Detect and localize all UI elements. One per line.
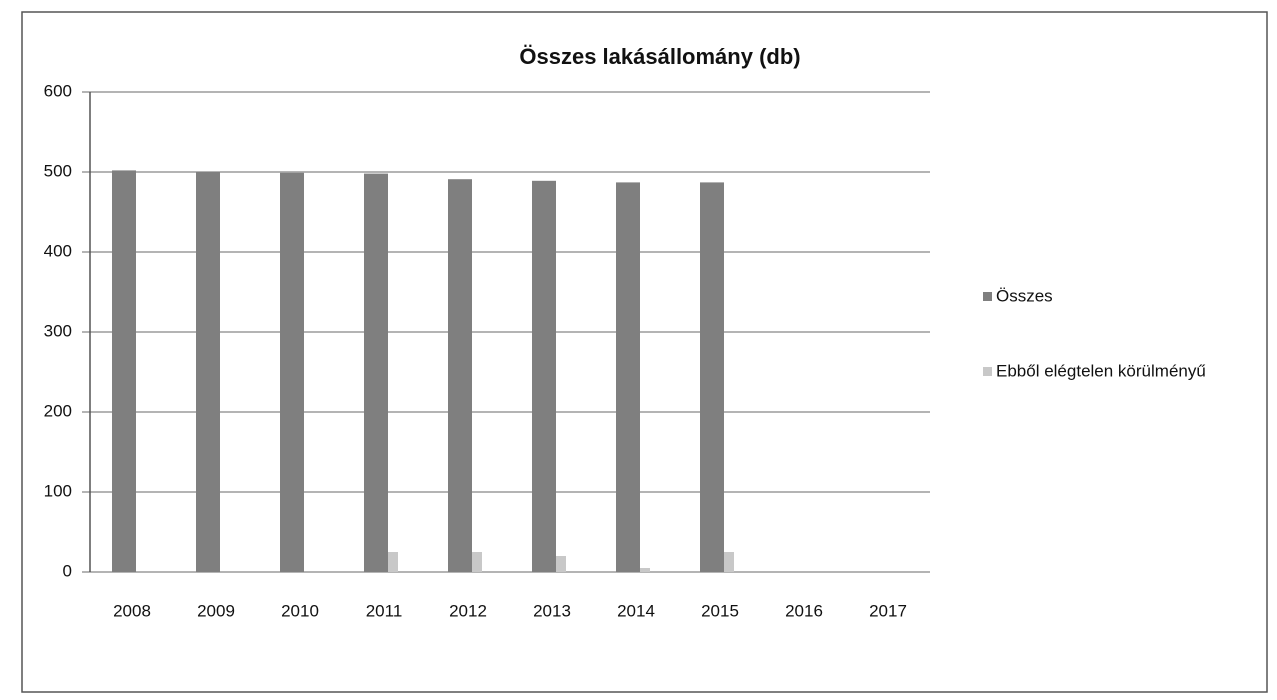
legend-label: Ebből elégtelen körülményű xyxy=(996,361,1206,380)
bar xyxy=(700,182,724,572)
bar xyxy=(532,180,556,573)
y-tick-label: 400 xyxy=(44,241,72,260)
legend-swatch xyxy=(983,367,992,376)
bar xyxy=(364,173,388,572)
legend-label: Összes xyxy=(996,286,1053,305)
x-tick-label: 2013 xyxy=(533,601,571,620)
y-tick-label: 200 xyxy=(44,401,72,420)
y-tick-label: 0 xyxy=(63,561,72,580)
bar xyxy=(388,552,398,572)
chart-title: Összes lakásállomány (db) xyxy=(519,44,800,69)
bar xyxy=(472,552,482,572)
bar xyxy=(448,179,472,572)
y-tick-label: 500 xyxy=(44,161,72,180)
x-tick-label: 2008 xyxy=(113,601,151,620)
bar xyxy=(724,552,734,572)
x-tick-label: 2012 xyxy=(449,601,487,620)
y-tick-label: 300 xyxy=(44,321,72,340)
x-tick-label: 2015 xyxy=(701,601,739,620)
bar xyxy=(112,170,136,572)
x-tick-label: 2014 xyxy=(617,601,655,620)
x-tick-label: 2009 xyxy=(197,601,235,620)
bar xyxy=(280,172,304,573)
y-tick-label: 100 xyxy=(44,481,72,500)
bar xyxy=(196,172,220,572)
x-tick-label: 2011 xyxy=(366,601,403,620)
chart-frame xyxy=(21,11,1268,693)
x-tick-label: 2017 xyxy=(869,601,907,620)
x-tick-label: 2010 xyxy=(281,601,319,620)
y-tick-label: 600 xyxy=(44,81,72,100)
bar xyxy=(616,182,640,572)
bar xyxy=(556,556,566,572)
legend-swatch xyxy=(983,292,992,301)
x-tick-label: 2016 xyxy=(785,601,823,620)
bar xyxy=(640,568,650,572)
